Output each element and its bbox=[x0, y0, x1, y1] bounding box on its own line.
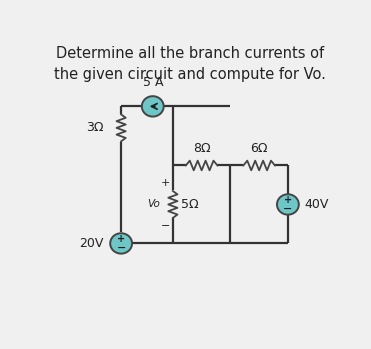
Text: 5Ω: 5Ω bbox=[181, 198, 198, 211]
Text: −: − bbox=[116, 243, 126, 253]
Text: +: + bbox=[284, 195, 292, 205]
Text: −: − bbox=[161, 221, 170, 231]
Text: 6Ω: 6Ω bbox=[250, 142, 268, 155]
Text: 3Ω: 3Ω bbox=[86, 121, 104, 134]
Text: Vo: Vo bbox=[147, 200, 160, 209]
Text: 8Ω: 8Ω bbox=[193, 142, 210, 155]
Text: +: + bbox=[117, 234, 125, 244]
Text: the given circuit and compute for Vo.: the given circuit and compute for Vo. bbox=[54, 67, 326, 82]
Text: 20V: 20V bbox=[79, 237, 104, 250]
Text: 40V: 40V bbox=[305, 198, 329, 211]
Circle shape bbox=[142, 96, 164, 117]
Text: 5 A: 5 A bbox=[142, 76, 163, 89]
Text: −: − bbox=[283, 204, 293, 214]
Circle shape bbox=[277, 194, 299, 215]
Text: +: + bbox=[161, 178, 170, 188]
Text: Determine all the branch currents of: Determine all the branch currents of bbox=[56, 46, 324, 61]
Circle shape bbox=[110, 233, 132, 254]
